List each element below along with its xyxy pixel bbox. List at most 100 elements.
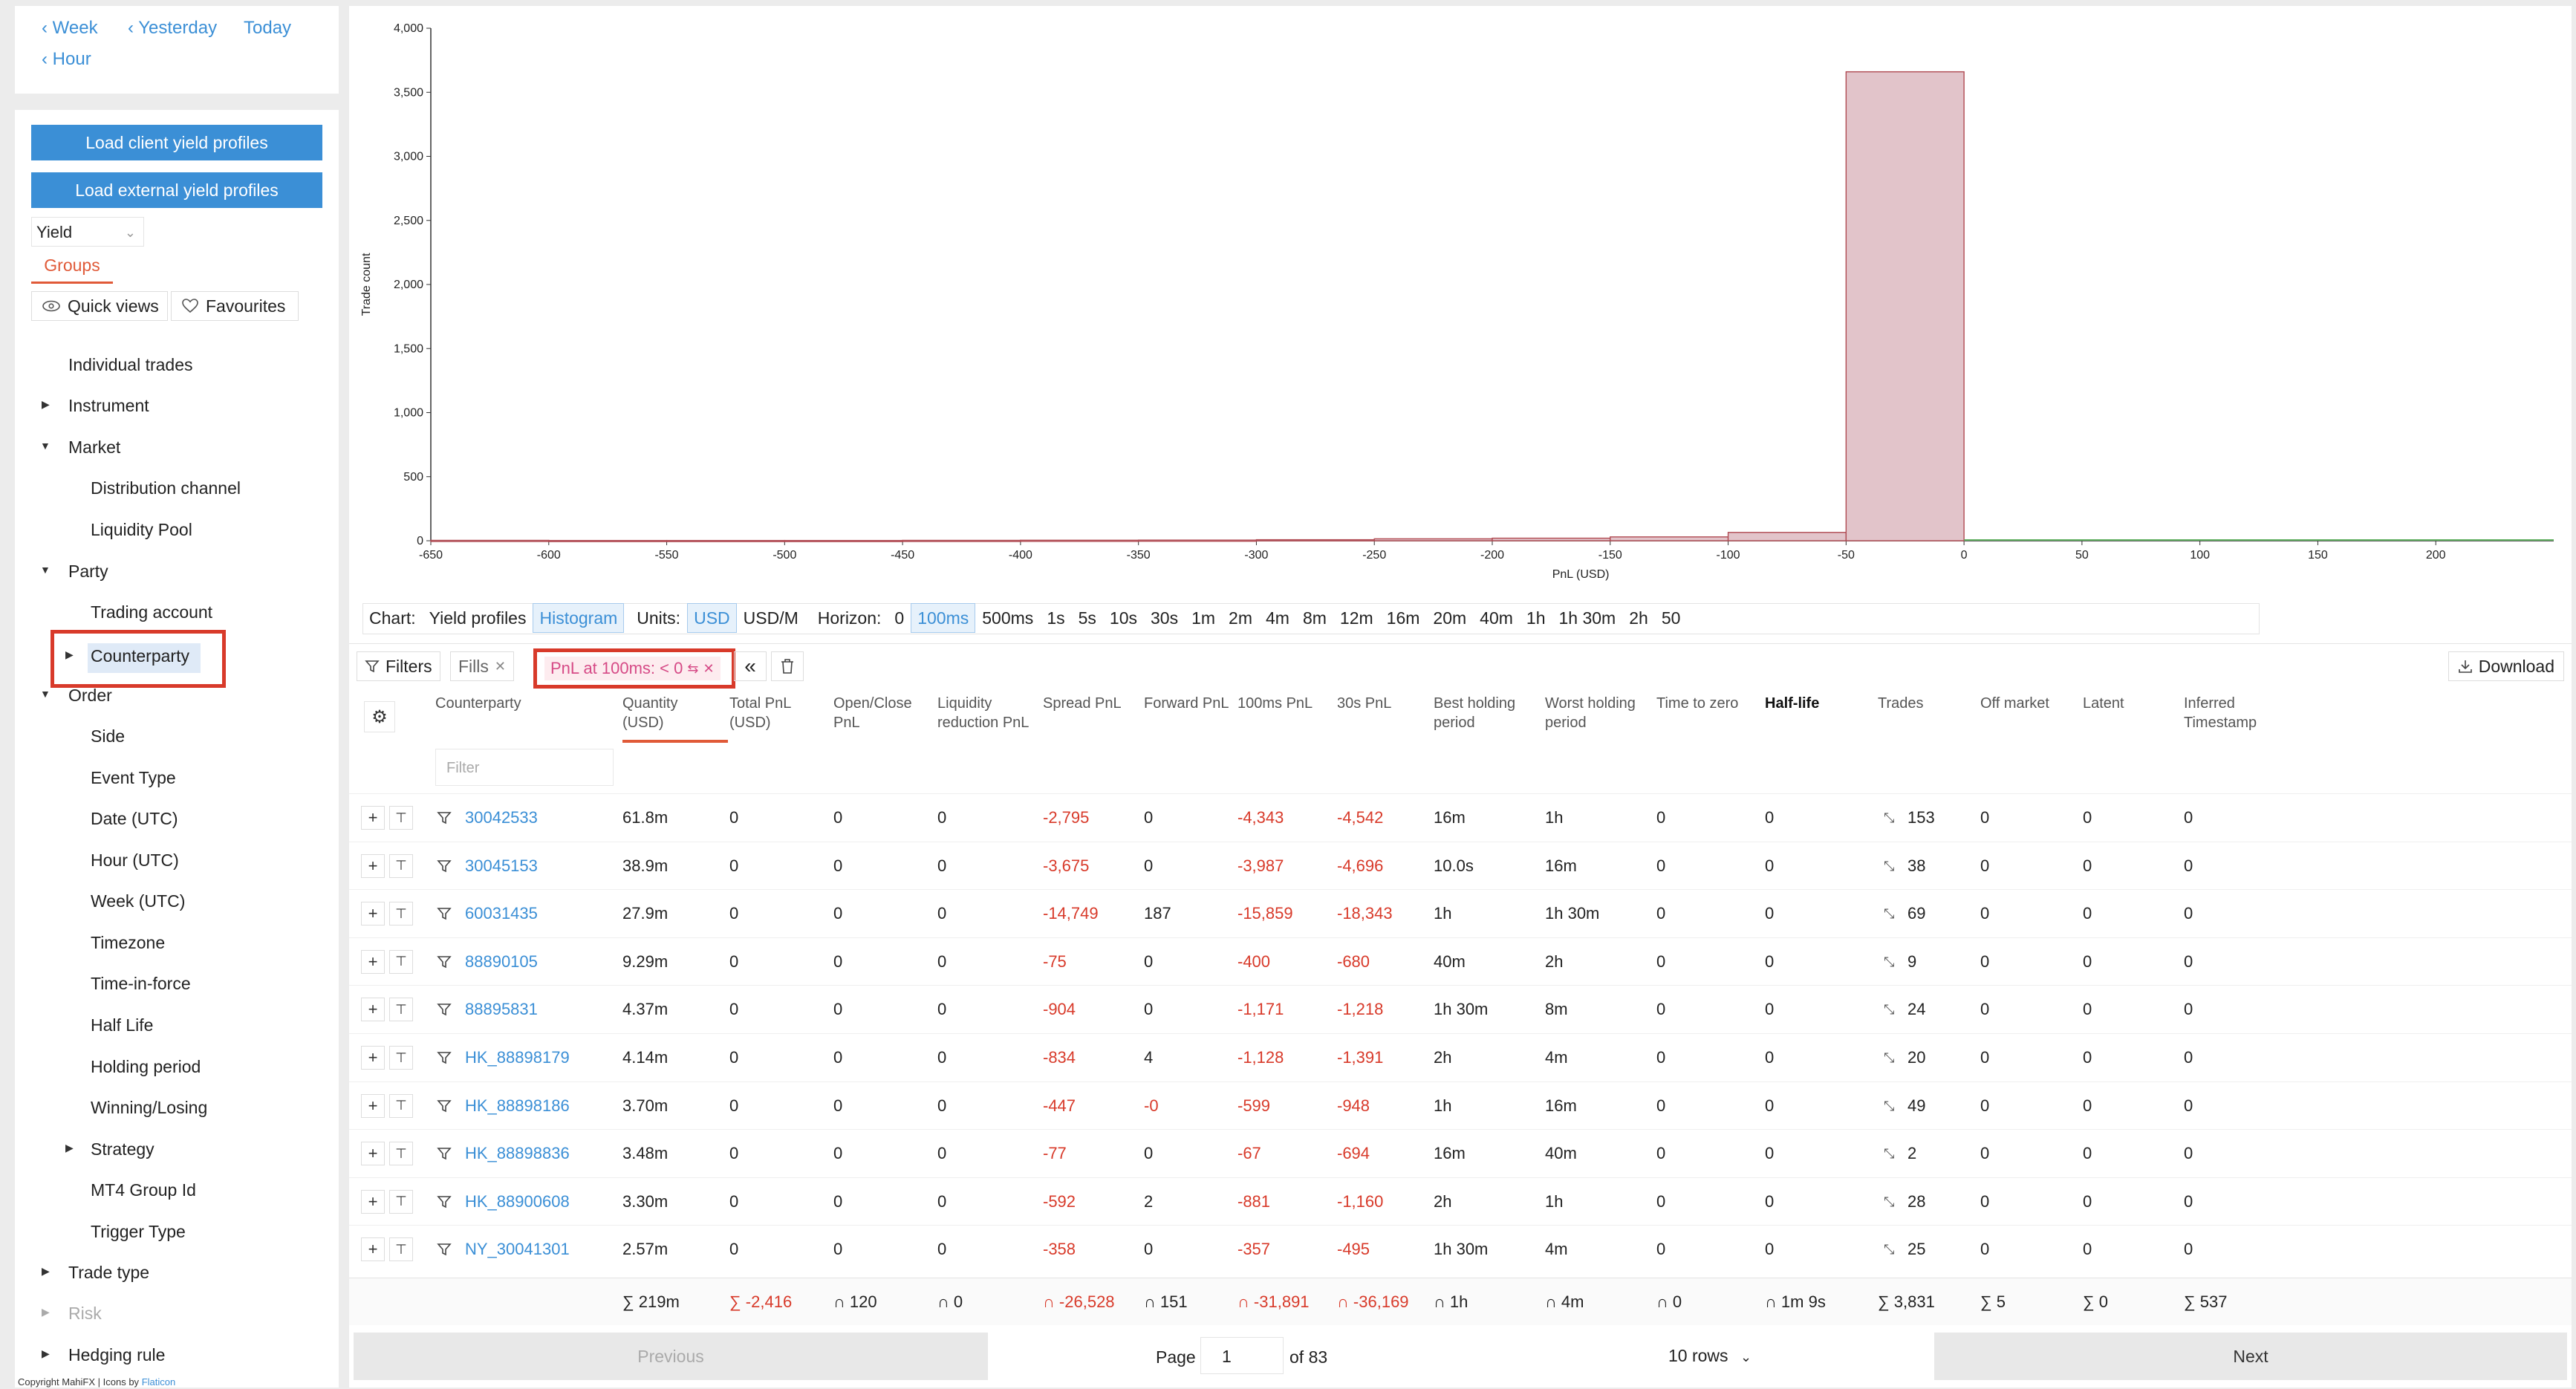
load-client-yield-profiles-button[interactable]: Load client yield profiles <box>31 125 322 160</box>
pin-top-icon[interactable]: ⊤ <box>389 1189 413 1214</box>
units-usd-option[interactable]: USD <box>687 603 737 633</box>
tree-item-liquidity-pool[interactable]: Liquidity Pool <box>91 520 192 539</box>
caret-right-icon[interactable]: ▶ <box>42 1347 50 1359</box>
counterparty-link[interactable]: 60031435 <box>465 904 538 923</box>
counterparty-filter-input[interactable]: Filter <box>435 749 614 786</box>
caret-right-icon[interactable]: ▶ <box>65 1142 74 1154</box>
tree-item-event-type[interactable]: Event Type <box>91 768 176 787</box>
fills-chip[interactable]: Fills ✕ <box>450 651 514 681</box>
tree-item-trading-account[interactable]: Trading account <box>91 602 213 622</box>
yield-profiles-option[interactable]: Yield profiles <box>429 608 527 628</box>
counterparty-link[interactable]: HK_88898186 <box>465 1096 570 1115</box>
pin-top-icon[interactable]: ⊤ <box>389 1046 413 1070</box>
expand-icon[interactable]: ⤡ <box>1884 1242 1895 1258</box>
hour-link[interactable]: ‹ Hour <box>42 49 91 69</box>
counterparty-link[interactable]: HK_88898179 <box>465 1048 570 1067</box>
filters-button[interactable]: Filters <box>357 651 440 681</box>
counterparty-link[interactable]: HK_88900608 <box>465 1191 570 1211</box>
pin-top-icon[interactable]: ⊤ <box>389 806 413 830</box>
horizon-option[interactable]: 4m <box>1266 608 1289 628</box>
tree-item-hedging-rule[interactable]: Hedging rule <box>68 1345 166 1364</box>
tree-item-trigger-type[interactable]: Trigger Type <box>91 1222 186 1241</box>
horizon-option[interactable]: 16m <box>1386 608 1420 628</box>
previous-button[interactable]: Previous <box>354 1333 988 1380</box>
horizon-option[interactable]: 2h <box>1629 608 1648 628</box>
column-header[interactable]: 100ms PnL <box>1237 695 1313 712</box>
column-header[interactable]: 30s PnL <box>1337 695 1392 712</box>
tree-item-mt4-group-id[interactable]: MT4 Group Id <box>91 1180 196 1200</box>
horizon-option[interactable]: 1h <box>1526 608 1546 628</box>
pin-top-icon[interactable]: ⊤ <box>389 1237 413 1262</box>
tree-item-time-in-force[interactable]: Time-in-force <box>91 974 191 993</box>
column-header[interactable]: Quantity (USD) <box>622 695 678 731</box>
horizon-option[interactable]: 20m <box>1433 608 1467 628</box>
expand-icon[interactable]: ⤡ <box>1884 858 1895 874</box>
pin-top-icon[interactable]: ⊤ <box>389 998 413 1022</box>
horizon-option[interactable]: 30s <box>1151 608 1179 628</box>
column-header[interactable]: Latent <box>2083 695 2124 712</box>
tree-item-counterparty[interactable]: Counterparty <box>91 646 189 666</box>
pin-top-icon[interactable]: ⊤ <box>389 902 413 926</box>
plus-icon[interactable]: + <box>361 1189 385 1214</box>
expand-icon[interactable]: ⤡ <box>1884 1002 1895 1018</box>
tree-item-half-life[interactable]: Half Life <box>91 1015 154 1035</box>
counterparty-link[interactable]: 30045153 <box>465 856 538 875</box>
yield-select[interactable]: Yield ⌄ <box>31 217 144 247</box>
plus-icon[interactable]: + <box>361 902 385 926</box>
plus-icon[interactable]: + <box>361 998 385 1022</box>
tree-item-individual-trades[interactable]: Individual trades <box>68 355 193 374</box>
column-header[interactable]: Spread PnL <box>1043 695 1122 712</box>
counterparty-link[interactable]: HK_88898836 <box>465 1144 570 1163</box>
favourites-button[interactable]: Favourites <box>171 291 299 321</box>
close-icon[interactable]: ✕ <box>494 658 506 674</box>
week-link[interactable]: ‹ Week <box>42 18 98 38</box>
pin-top-icon[interactable]: ⊤ <box>389 1142 413 1166</box>
tree-item-holding-period[interactable]: Holding period <box>91 1057 201 1076</box>
expand-icon[interactable]: ⤡ <box>1884 1146 1895 1162</box>
horizon-option[interactable]: 40m <box>1480 608 1513 628</box>
tree-item-party[interactable]: Party <box>68 562 108 581</box>
column-header[interactable]: Half-life <box>1765 695 1820 712</box>
column-header[interactable]: Trades <box>1878 695 1924 712</box>
rows-per-page-select[interactable]: 10 rows ⌄ <box>1658 1337 1762 1374</box>
units-usd-m-option[interactable]: USD/M <box>743 608 799 628</box>
funnel-icon[interactable] <box>432 998 456 1021</box>
plus-icon[interactable]: + <box>361 949 385 974</box>
funnel-icon[interactable] <box>432 854 456 878</box>
funnel-icon[interactable] <box>432 1190 456 1214</box>
horizon-option[interactable]: 10s <box>1109 608 1137 628</box>
tree-item-winning-losing[interactable]: Winning/Losing <box>91 1098 208 1117</box>
expand-icon[interactable]: ⤡ <box>1884 954 1895 969</box>
plus-icon[interactable]: + <box>361 1046 385 1070</box>
load-external-yield-profiles-button[interactable]: Load external yield profiles <box>31 172 322 208</box>
horizon-option[interactable]: 1h 30m <box>1558 608 1616 628</box>
plus-icon[interactable]: + <box>361 853 385 878</box>
caret-down-icon[interactable]: ▼ <box>40 564 51 576</box>
tree-item-strategy[interactable]: Strategy <box>91 1139 155 1159</box>
pin-top-icon[interactable]: ⊤ <box>389 949 413 974</box>
caret-right-icon[interactable]: ▶ <box>42 398 50 410</box>
expand-icon[interactable]: ⤡ <box>1884 810 1895 825</box>
yesterday-link[interactable]: ‹ Yesterday <box>128 18 218 38</box>
horizon-option[interactable]: 50 <box>1661 608 1681 628</box>
today-link[interactable]: Today <box>244 18 292 38</box>
counterparty-link[interactable]: NY_30041301 <box>465 1240 570 1259</box>
table-settings-button[interactable]: ⚙ <box>364 701 395 732</box>
close-icon[interactable]: ✕ <box>703 660 715 676</box>
next-button[interactable]: Next <box>1934 1333 2567 1380</box>
column-header[interactable]: Inferred Timestamp <box>2184 695 2257 731</box>
swap-icon[interactable]: ⇆ <box>687 660 699 676</box>
counterparty-link[interactable]: 30042533 <box>465 808 538 827</box>
horizon-option[interactable]: 500ms <box>982 608 1034 628</box>
plus-icon[interactable]: + <box>361 1237 385 1262</box>
tree-item-hour-utc[interactable]: Hour (UTC) <box>91 850 179 870</box>
funnel-icon[interactable] <box>432 1046 456 1070</box>
tree-item-week-utc[interactable]: Week (UTC) <box>91 891 186 911</box>
horizon-option[interactable]: 2m <box>1229 608 1252 628</box>
counterparty-link[interactable]: 88895831 <box>465 1000 538 1019</box>
page-number-input[interactable]: 1 <box>1200 1337 1284 1374</box>
plus-icon[interactable]: + <box>361 1142 385 1166</box>
pin-top-icon[interactable]: ⊤ <box>389 853 413 878</box>
delete-filters-button[interactable] <box>771 651 804 681</box>
funnel-icon[interactable] <box>432 1094 456 1118</box>
